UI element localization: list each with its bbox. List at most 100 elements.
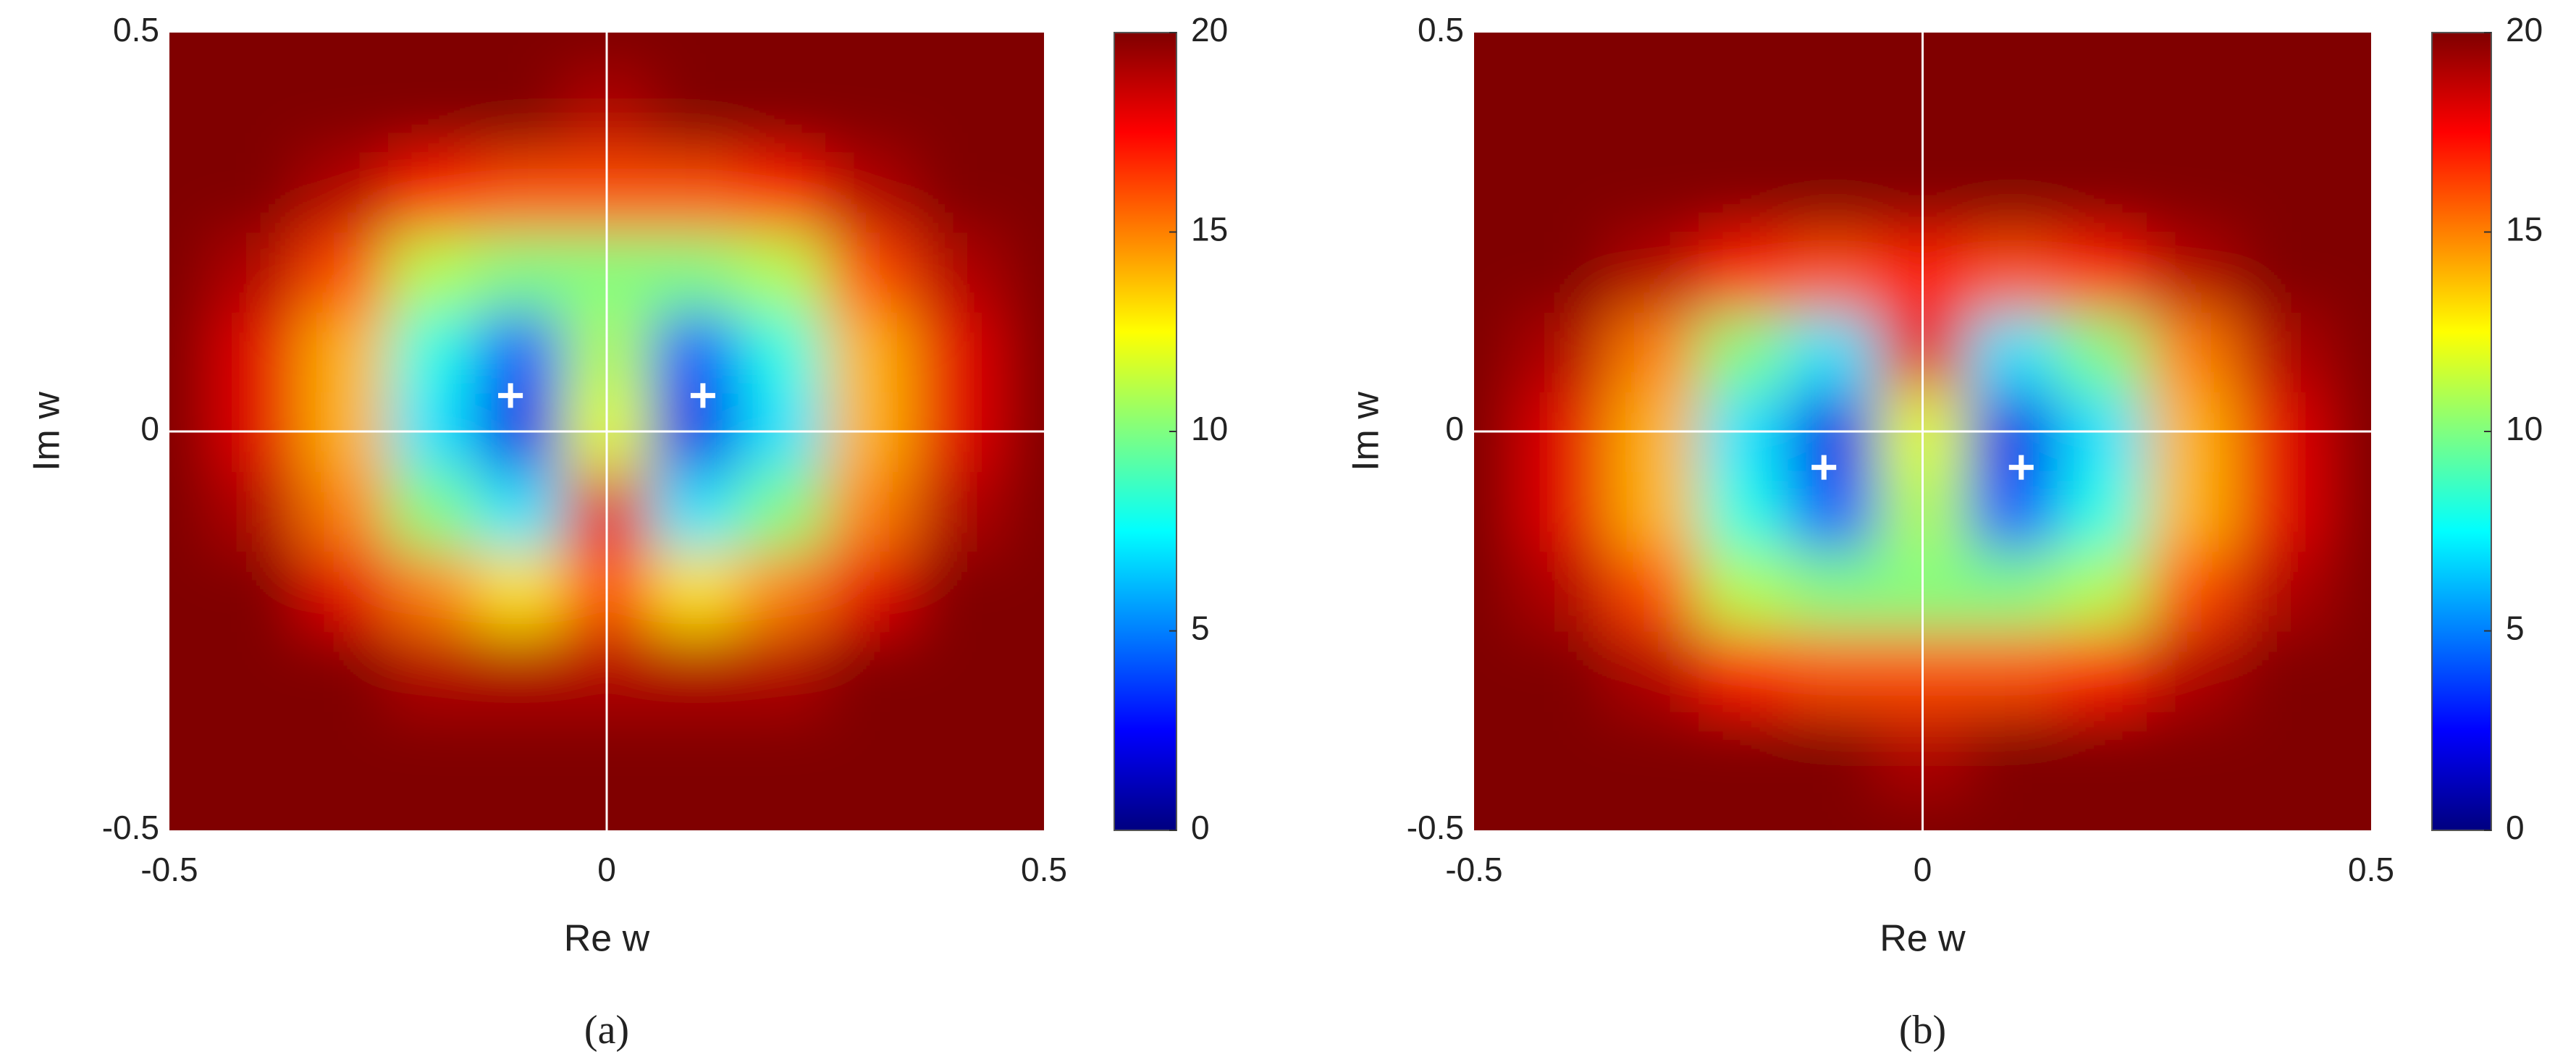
heat-cell (1518, 710, 1609, 791)
heat-cell (213, 551, 302, 632)
pole-marker (498, 383, 523, 408)
x-tick-label: -0.5 (1445, 851, 1502, 888)
heat-cell (388, 72, 476, 153)
heat-cell (912, 232, 1001, 313)
colorbar-tick-label: 20 (1191, 11, 1228, 49)
heat-cell (1788, 232, 1879, 313)
heat-cell (388, 311, 476, 392)
heat-cell (300, 471, 389, 552)
heat-cell (2057, 551, 2148, 632)
y-axis-label: Im w (1345, 392, 1387, 471)
heat-cell (1000, 471, 1044, 552)
heat-cell (2326, 790, 2371, 830)
heat-cell (825, 152, 914, 233)
heat-cell (2236, 33, 2328, 74)
heat-cell (1474, 631, 1520, 712)
heat-cell (825, 551, 914, 632)
heat-cell (300, 631, 389, 712)
heat-cell (475, 631, 564, 712)
heat-cell (1000, 152, 1044, 233)
heat-cell (1967, 631, 2058, 712)
heat-cell (1698, 311, 1789, 392)
heat-cell (388, 33, 476, 74)
colorbar (2431, 32, 2492, 831)
heat-cell (912, 710, 1001, 791)
heat-cell (1698, 551, 1789, 632)
y-tick-label: 0 (140, 410, 159, 447)
y-axis-label: Im w (26, 392, 68, 471)
heat-cell (912, 33, 1001, 74)
heat-cell (825, 471, 914, 552)
heat-cell (1967, 551, 2058, 632)
heat-cell (2057, 72, 2148, 153)
heat-cell (825, 232, 914, 313)
heat-cell (1518, 232, 1609, 313)
heat-cell (388, 152, 476, 233)
heat-cell (169, 471, 214, 552)
heat-cell (300, 551, 389, 632)
heat-cell (912, 311, 1001, 392)
heat-cell (2147, 631, 2238, 712)
heat-cell (213, 232, 302, 313)
heat-cell (1698, 631, 1789, 712)
heat-cell (2147, 152, 2238, 233)
heat-cell (1518, 33, 1609, 74)
heat-cell (1518, 551, 1609, 632)
heat-cell (1518, 311, 1609, 392)
pole-marker (1811, 455, 1837, 480)
heat-cell (2147, 33, 2238, 74)
heat-cell (2236, 232, 2328, 313)
heat-cell (1608, 311, 1699, 392)
panel-label: (b) (1899, 1008, 1946, 1053)
colorbar-tick-label: 15 (1191, 211, 1228, 248)
heat-cell (1967, 152, 2058, 233)
heat-cell (1698, 232, 1789, 313)
heat-cell (475, 33, 564, 74)
heat-cell (169, 790, 214, 830)
heat-cell (213, 33, 302, 74)
heat-cell (1967, 710, 2058, 791)
heat-cell (738, 33, 826, 74)
heat-cell (300, 33, 389, 74)
heat-cell (2236, 72, 2328, 153)
colorbar-tick-label: 5 (1191, 610, 1210, 647)
heat-cell (1698, 471, 1789, 552)
heat-cell (2147, 551, 2238, 632)
heat-cell (2236, 471, 2328, 552)
heat-cell (1000, 551, 1044, 632)
heat-cell (1788, 710, 1879, 791)
heat-cell (1474, 33, 1520, 74)
heat-cell (1474, 471, 1520, 552)
heat-cell (912, 790, 1001, 830)
heat-cell (2326, 471, 2371, 552)
heat-cell (2057, 152, 2148, 233)
heat-cell (650, 790, 739, 830)
heat-cell (1608, 710, 1699, 791)
heat-cell (2326, 232, 2371, 313)
heat-cell (738, 551, 826, 632)
y-tick-label: -0.5 (102, 809, 159, 846)
heat-cell (650, 152, 739, 233)
heat-cell (475, 152, 564, 233)
heat-cell (650, 551, 739, 632)
heat-cell (1788, 33, 1879, 74)
heat-cell (300, 790, 389, 830)
plot-area (1474, 33, 2371, 830)
x-tick-label: 0 (1914, 851, 1932, 888)
heat-cell (300, 710, 389, 791)
heat-cell (300, 152, 389, 233)
panel-label: (a) (584, 1008, 629, 1053)
heat-cell (388, 551, 476, 632)
heat-cell (738, 471, 826, 552)
heat-cell (1518, 631, 1609, 712)
heatmap (1474, 33, 2371, 830)
heat-cell (2057, 631, 2148, 712)
heat-cell (213, 311, 302, 392)
heat-cell (825, 790, 914, 830)
heat-cell (2236, 551, 2328, 632)
heat-cell (825, 33, 914, 74)
heat-cell (738, 631, 826, 712)
heat-cell (388, 471, 476, 552)
heat-cell (300, 232, 389, 313)
